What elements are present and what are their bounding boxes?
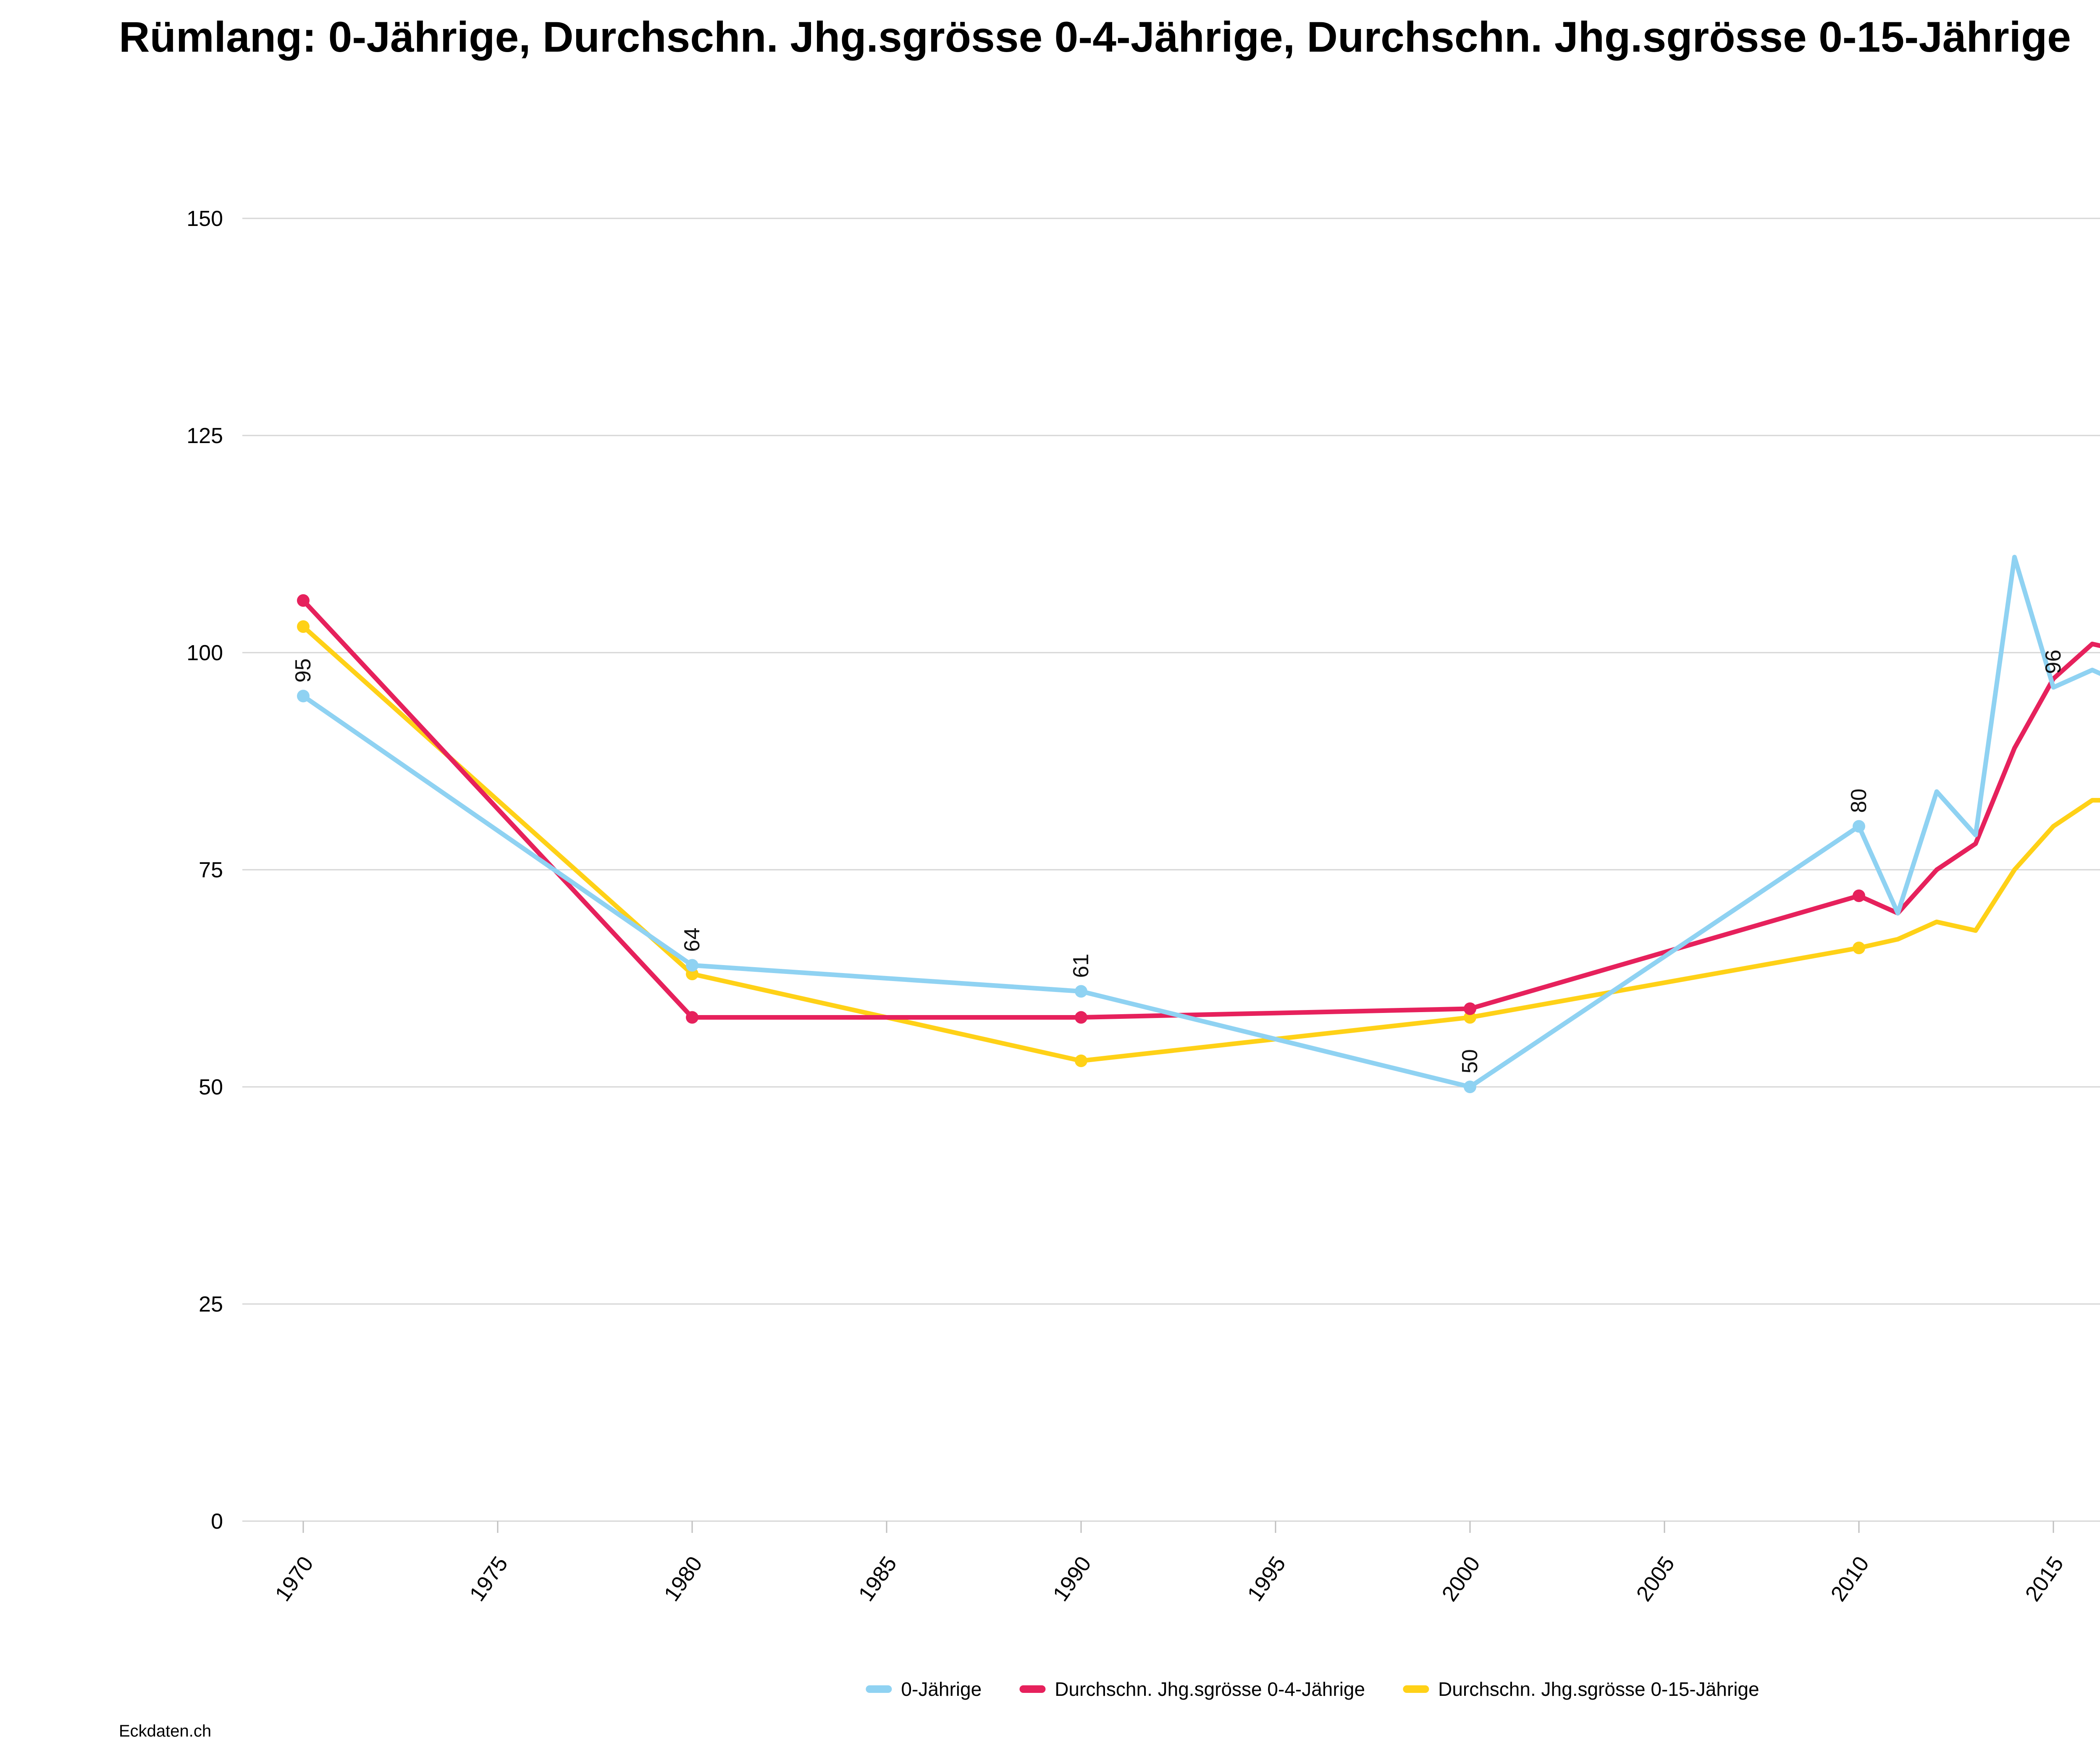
footer-brand: Eckdaten.ch: [119, 1722, 212, 1740]
x-axis-tick-1995: 1995: [1243, 1552, 1291, 1606]
data-point-marker: [686, 959, 698, 972]
y-axis-tick-75: 75: [199, 858, 223, 882]
y-axis-tick-150: 150: [186, 207, 223, 231]
legend-label-0: 0-Jährige: [901, 1678, 982, 1700]
x-axis-tick-1980: 1980: [659, 1552, 707, 1606]
data-point-marker: [297, 620, 310, 633]
value-label-2010: 80: [1847, 789, 1871, 813]
legend-swatch-icon: [1403, 1685, 1429, 1693]
x-axis-tick-2005: 2005: [1632, 1552, 1680, 1606]
legend-item-0: 0-Jährige: [866, 1678, 982, 1700]
value-label-2000: 50: [1458, 1049, 1482, 1073]
x-axis-tick-2000: 2000: [1437, 1552, 1485, 1606]
x-axis-tick-1975: 1975: [465, 1552, 513, 1606]
x-axis-tick-1990: 1990: [1048, 1552, 1096, 1606]
x-axis-tick-2015: 2015: [2021, 1552, 2068, 1606]
y-axis-tick-50: 50: [199, 1075, 223, 1099]
value-label-2015: 96: [2041, 650, 2066, 674]
data-point-marker: [1853, 889, 1865, 903]
legend-item-2: Durchschn. Jhg.sgrösse 0-15-Jährige: [1403, 1678, 1759, 1700]
legend-item-1: Durchschn. Jhg.sgrösse 0-4-Jährige: [1019, 1678, 1365, 1700]
x-axis-tick-1970: 1970: [270, 1552, 318, 1606]
data-point-marker: [1464, 1081, 1476, 1093]
value-label-1990: 61: [1069, 954, 1093, 978]
data-point-marker: [297, 594, 310, 607]
chart-title: Rümlang: 0-Jährige, Durchschn. Jhg.sgrös…: [119, 13, 2071, 61]
series-line-0: [301, 555, 2100, 1089]
legend-swatch-icon: [866, 1685, 892, 1693]
data-point-marker: [1464, 1011, 1476, 1024]
legend-label-2: Durchschn. Jhg.sgrösse 0-15-Jährige: [1438, 1678, 1759, 1700]
x-axis-tick-2010: 2010: [1826, 1552, 1874, 1606]
y-axis-tick-100: 100: [186, 641, 223, 665]
legend-swatch-icon: [1019, 1685, 1046, 1693]
y-axis-tick-25: 25: [199, 1292, 223, 1317]
chart-legend: 0-Jährige Durchschn. Jhg.sgrösse 0-4-Jähr…: [866, 1678, 1759, 1700]
value-label-1980: 64: [680, 928, 704, 952]
x-axis-tick-1985: 1985: [854, 1552, 902, 1606]
data-point-marker: [1075, 985, 1087, 998]
y-axis-tick-0: 0: [211, 1509, 223, 1534]
data-point-marker: [686, 1011, 698, 1024]
data-point-marker: [297, 690, 310, 703]
data-point-marker: [1853, 942, 1865, 955]
value-label-1970: 95: [291, 659, 315, 683]
data-point-marker: [686, 968, 698, 981]
data-point-marker: [1075, 1054, 1087, 1067]
data-point-marker: [1464, 1002, 1476, 1015]
data-point-marker: [1853, 820, 1865, 833]
data-point-marker: [1075, 1011, 1087, 1024]
legend-label-1: Durchschn. Jhg.sgrösse 0-4-Jährige: [1055, 1678, 1365, 1700]
y-axis-tick-125: 125: [186, 424, 223, 448]
